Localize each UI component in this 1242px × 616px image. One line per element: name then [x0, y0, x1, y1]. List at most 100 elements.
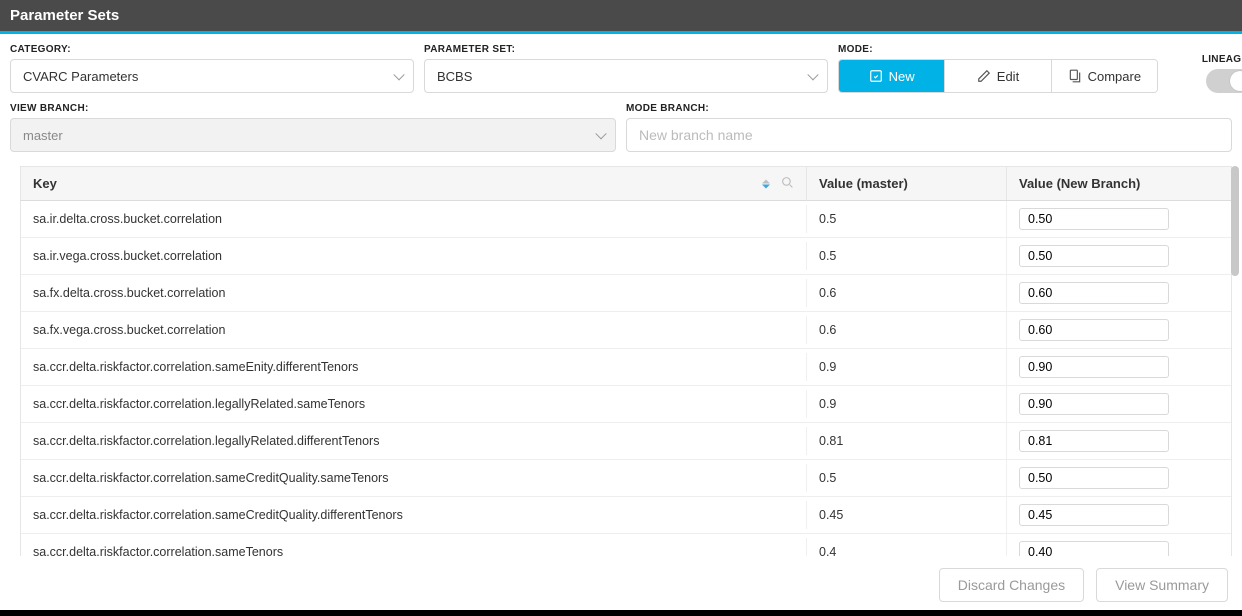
- parameter-set-label: PARAMETER SET:: [424, 44, 828, 55]
- scrollbar[interactable]: [1228, 166, 1242, 556]
- value-input[interactable]: [1019, 245, 1169, 267]
- cell-key: sa.ccr.delta.riskfactor.correlation.same…: [21, 501, 806, 529]
- mode-edit-button[interactable]: Edit: [945, 60, 1051, 92]
- cell-value-master: 0.6: [806, 279, 1006, 307]
- cell-key: sa.ir.vega.cross.bucket.correlation: [21, 242, 806, 270]
- value-input[interactable]: [1019, 282, 1169, 304]
- cell-value-master: 0.9: [806, 390, 1006, 418]
- mode-branch-block: MODE BRANCH:: [626, 103, 1232, 152]
- sort-desc-icon: [762, 184, 770, 188]
- table-row: sa.ccr.delta.riskfactor.correlation.same…: [21, 349, 1231, 386]
- value-input[interactable]: [1019, 504, 1169, 526]
- col-value-master-header[interactable]: Value (master): [806, 167, 1006, 200]
- value-input[interactable]: [1019, 356, 1169, 378]
- mode-button-group: New Edit Compare: [838, 59, 1158, 93]
- chevron-down-icon: [393, 69, 404, 80]
- mode-compare-label: Compare: [1088, 69, 1141, 84]
- parameter-set-select[interactable]: BCBS: [424, 59, 828, 93]
- scrollbar-thumb[interactable]: [1231, 166, 1239, 276]
- cell-key: sa.ccr.delta.riskfactor.correlation.same…: [21, 464, 806, 492]
- cell-key: sa.ccr.delta.riskfactor.correlation.lega…: [21, 427, 806, 455]
- mode-edit-label: Edit: [997, 69, 1019, 84]
- pencil-icon: [977, 69, 991, 83]
- table-row: sa.ccr.delta.riskfactor.correlation.same…: [21, 460, 1231, 497]
- cell-value-master: 0.5: [806, 242, 1006, 270]
- category-value: CVARC Parameters: [23, 69, 138, 84]
- cell-key: sa.ccr.delta.riskfactor.correlation.lega…: [21, 390, 806, 418]
- mode-label: MODE:: [838, 44, 1158, 55]
- mode-branch-input[interactable]: [626, 118, 1232, 152]
- edit-new-icon: [869, 69, 883, 83]
- cell-key: sa.ir.delta.cross.bucket.correlation: [21, 205, 806, 233]
- view-branch-block: VIEW BRANCH: master: [10, 103, 616, 152]
- cell-key: sa.fx.vega.cross.bucket.correlation: [21, 316, 806, 344]
- col-key-header[interactable]: Key: [21, 167, 806, 200]
- lineage-label: LINEAGE:: [1168, 54, 1242, 65]
- view-branch-label: VIEW BRANCH:: [10, 103, 616, 114]
- table-row: sa.ir.delta.cross.bucket.correlation0.5: [21, 201, 1231, 238]
- col-value-master-label: Value (master): [819, 176, 908, 191]
- toggle-knob: [1230, 71, 1242, 91]
- cell-value-master: 0.5: [806, 205, 1006, 233]
- cell-key: sa.fx.delta.cross.bucket.correlation: [21, 279, 806, 307]
- search-icon[interactable]: [781, 176, 794, 192]
- cell-value-new: [1006, 534, 1231, 556]
- parameter-set-value: BCBS: [437, 69, 472, 84]
- cell-value-new: [1006, 460, 1231, 496]
- col-value-new-header[interactable]: Value (New Branch): [1006, 167, 1231, 200]
- cell-value-new: [1006, 423, 1231, 459]
- cell-value-new: [1006, 201, 1231, 237]
- table-header: Key Value (master) Value (New Branch): [20, 166, 1232, 201]
- mode-compare-button[interactable]: Compare: [1052, 60, 1157, 92]
- parameter-set-block: PARAMETER SET: BCBS: [424, 44, 828, 93]
- table-row: sa.ccr.delta.riskfactor.correlation.same…: [21, 497, 1231, 534]
- cell-value-new: [1006, 349, 1231, 385]
- cell-value-master: 0.6: [806, 316, 1006, 344]
- view-branch-select[interactable]: master: [10, 118, 616, 152]
- value-input[interactable]: [1019, 393, 1169, 415]
- cell-key: sa.ccr.delta.riskfactor.correlation.same…: [21, 538, 806, 556]
- category-label: CATEGORY:: [10, 44, 414, 55]
- cell-value-master: 0.5: [806, 464, 1006, 492]
- table-row: sa.ir.vega.cross.bucket.correlation0.5: [21, 238, 1231, 275]
- lineage-block: LINEAGE:: [1168, 54, 1242, 93]
- panel-title: Parameter Sets: [0, 0, 1242, 31]
- cell-value-new: [1006, 386, 1231, 422]
- cell-value-new: [1006, 312, 1231, 348]
- controls-row-1: CATEGORY: CVARC Parameters PARAMETER SET…: [0, 34, 1242, 93]
- category-select[interactable]: CVARC Parameters: [10, 59, 414, 93]
- cell-value-new: [1006, 238, 1231, 274]
- discard-changes-button[interactable]: Discard Changes: [939, 568, 1084, 602]
- chevron-down-icon: [807, 69, 818, 80]
- chevron-down-icon: [595, 128, 606, 139]
- sort-asc-icon: [762, 179, 770, 183]
- cell-key: sa.ccr.delta.riskfactor.correlation.same…: [21, 353, 806, 381]
- compare-icon: [1068, 69, 1082, 83]
- value-input[interactable]: [1019, 541, 1169, 556]
- cell-value-master: 0.45: [806, 501, 1006, 529]
- value-input[interactable]: [1019, 467, 1169, 489]
- cell-value-master: 0.81: [806, 427, 1006, 455]
- cell-value-new: [1006, 275, 1231, 311]
- controls-row-2: VIEW BRANCH: master MODE BRANCH:: [0, 93, 1242, 152]
- parameter-table: Key Value (master) Value (New Branch) sa…: [20, 166, 1232, 556]
- lineage-toggle[interactable]: [1206, 69, 1242, 93]
- value-input[interactable]: [1019, 430, 1169, 452]
- bottom-bar: [0, 610, 1242, 616]
- view-summary-button[interactable]: View Summary: [1096, 568, 1228, 602]
- mode-new-label: New: [889, 69, 915, 84]
- table-row: sa.fx.vega.cross.bucket.correlation0.6: [21, 312, 1231, 349]
- view-branch-value: master: [23, 128, 63, 143]
- category-block: CATEGORY: CVARC Parameters: [10, 44, 414, 93]
- table-row: sa.fx.delta.cross.bucket.correlation0.6: [21, 275, 1231, 312]
- mode-branch-label: MODE BRANCH:: [626, 103, 1232, 114]
- sort-icon[interactable]: [762, 179, 770, 188]
- table-row: sa.ccr.delta.riskfactor.correlation.lega…: [21, 423, 1231, 460]
- mode-new-button[interactable]: New: [839, 60, 945, 92]
- value-input[interactable]: [1019, 319, 1169, 341]
- table-row: sa.ccr.delta.riskfactor.correlation.lega…: [21, 386, 1231, 423]
- table-body: sa.ir.delta.cross.bucket.correlation0.5s…: [20, 201, 1232, 556]
- cell-value-master: 0.9: [806, 353, 1006, 381]
- table-row: sa.ccr.delta.riskfactor.correlation.same…: [21, 534, 1231, 556]
- value-input[interactable]: [1019, 208, 1169, 230]
